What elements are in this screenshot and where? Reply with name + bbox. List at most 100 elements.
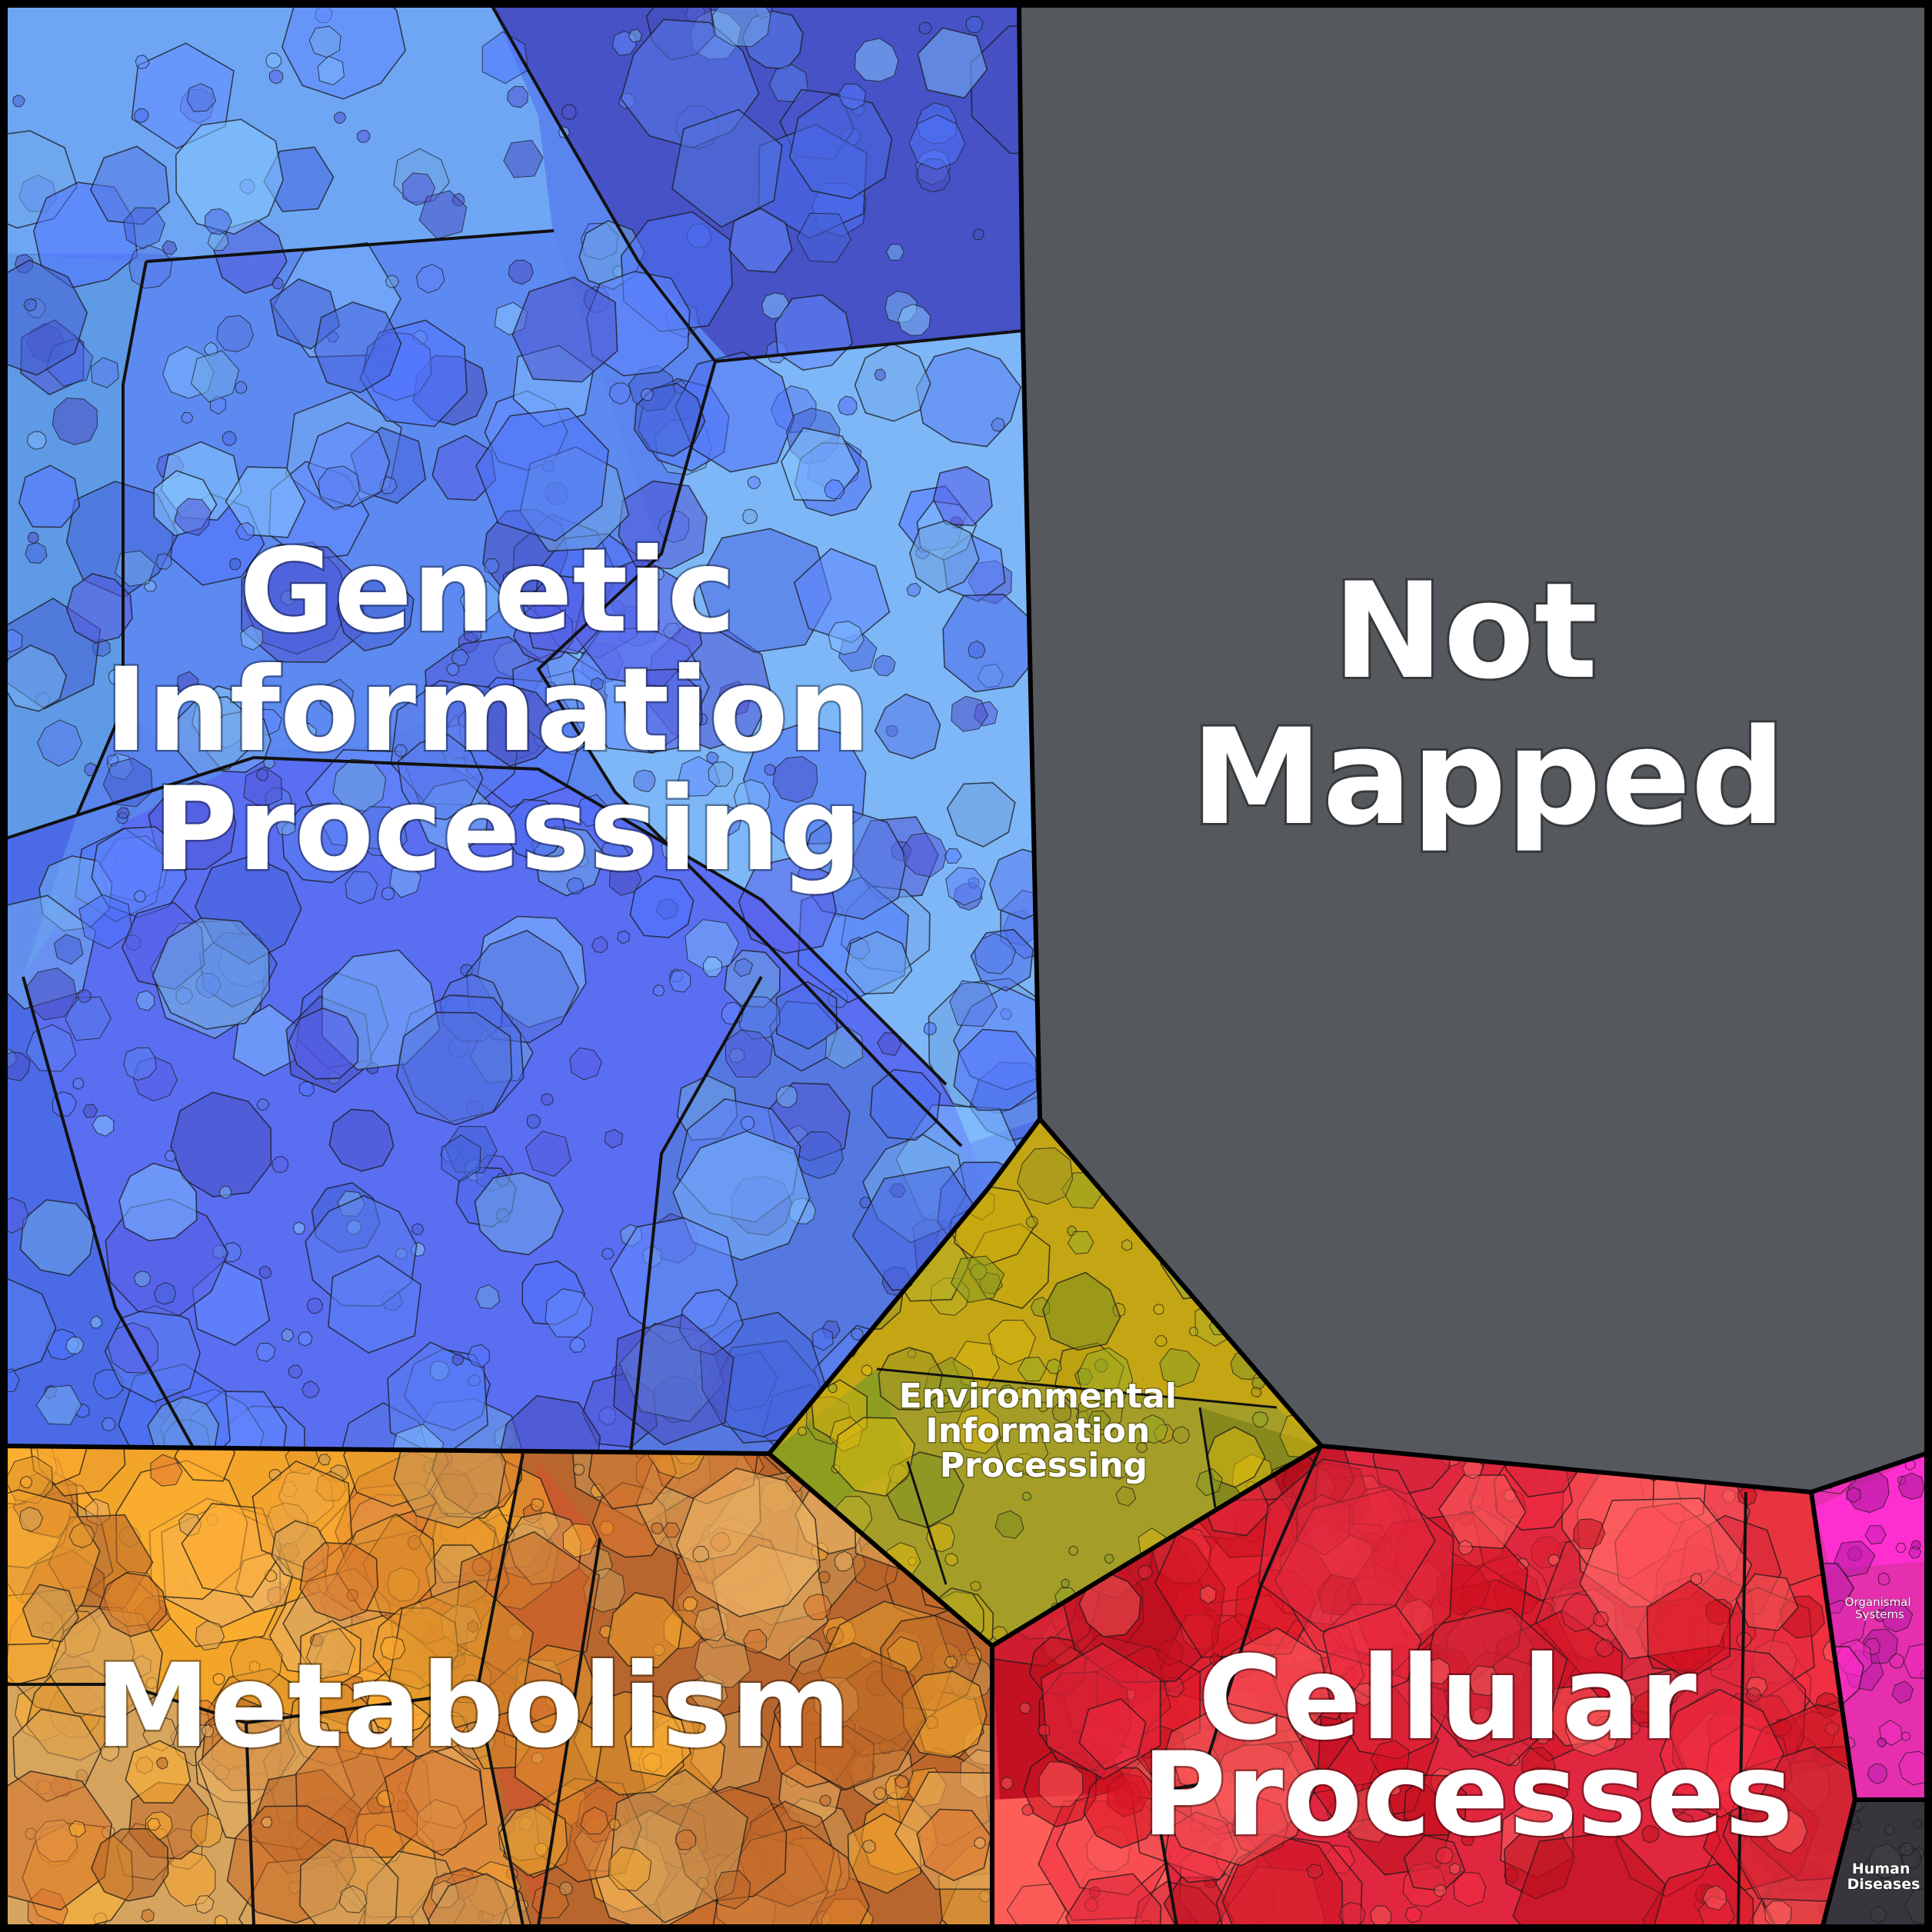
cell-genetic (308, 25, 341, 58)
cell-genetic (77, 989, 92, 1004)
cell-genetic (6, 1278, 57, 1374)
cell-genetic (616, 930, 631, 944)
cell-metabolism (167, 1667, 181, 1681)
cell-genetic (255, 1342, 276, 1362)
cell-genetic (123, 1047, 157, 1081)
cell-genetic (989, 848, 1040, 920)
cell-genetic (506, 85, 529, 108)
cell-genetic (708, 761, 734, 788)
cell-metabolism (608, 1847, 652, 1892)
cell-genetic (128, 244, 173, 289)
cell-genetic (271, 1155, 289, 1174)
cell-genetic (591, 936, 608, 954)
cell-metabolism (514, 1710, 605, 1806)
cell-genetic (671, 108, 783, 228)
cell-genetic (218, 1185, 232, 1199)
region-borders (5, 5, 1927, 1927)
cell-genetic (154, 1281, 177, 1305)
cell-metabolism (608, 1817, 621, 1830)
cell-genetic (451, 648, 470, 667)
cell-genetic (824, 479, 845, 500)
cell-environmental (832, 1417, 916, 1497)
cell-genetic (446, 662, 460, 677)
cell-genetic (968, 640, 986, 659)
cell-metabolism (944, 1655, 958, 1669)
cell-cellular (1453, 1871, 1487, 1907)
cell-genetic (72, 1078, 85, 1090)
cell-genetic (229, 558, 242, 571)
cell-genetic (101, 1417, 116, 1432)
cell-genetic (885, 244, 904, 261)
cell-metabolism (305, 1627, 356, 1680)
cell-genetic (838, 83, 867, 111)
cell-cellular (1766, 1810, 1807, 1854)
cell-genetic (333, 112, 347, 125)
cell-metabolism (588, 1446, 678, 1510)
cell-environmental (1171, 1426, 1191, 1444)
cell-genetic (415, 263, 445, 294)
cell-environmental (1088, 1410, 1111, 1431)
cell-cellular (1351, 1682, 1376, 1707)
cell-genetic (133, 889, 146, 903)
cell-cellular (1624, 1693, 1637, 1705)
cell-metabolism (201, 1724, 215, 1737)
cell-genetic (281, 1328, 295, 1342)
cell-organismal (1880, 1601, 1914, 1633)
cell-environmental (1115, 1485, 1137, 1507)
cell-genetic (917, 27, 988, 99)
cell-metabolism (125, 1740, 192, 1804)
cell-genetic (12, 95, 25, 108)
cell-cellular (1038, 1761, 1084, 1807)
cell-metabolism (773, 1642, 927, 1790)
cell-genetic (901, 832, 948, 878)
cell-cellular (1257, 1458, 1436, 1633)
cell-genetic (772, 756, 818, 803)
cell-genetic (578, 708, 591, 720)
cell-genetic (793, 548, 891, 644)
cell-genetic (155, 553, 172, 570)
cell-cellular (1646, 1580, 1730, 1681)
cell-genetic (652, 984, 665, 997)
cell-genetic (37, 719, 83, 767)
cell-genetic (953, 1028, 1038, 1111)
cell-genetic (397, 734, 484, 821)
cell-environmental (1061, 1578, 1070, 1588)
cell-genetic (634, 382, 706, 457)
cell-genetic (317, 55, 345, 85)
cell-genetic (724, 1029, 773, 1078)
cell-metabolism (90, 1827, 169, 1902)
cell-genetic (19, 1199, 96, 1277)
cell-genetic (869, 1068, 941, 1141)
cell-genetic (258, 1266, 272, 1279)
cell-genetic (181, 411, 194, 425)
cell-genetic (281, 802, 363, 884)
cell-genetic (190, 350, 240, 403)
cell-genetic (175, 696, 252, 775)
cell-genetic (418, 190, 468, 239)
cell-human_diseases (1870, 1907, 1887, 1924)
cell-cellular (1438, 1474, 1527, 1550)
cellular-cells (992, 1446, 1855, 1926)
cell-genetic (828, 621, 864, 655)
cell-environmental (1015, 1386, 1028, 1400)
cell-genetic (207, 230, 229, 251)
cell-genetic (133, 108, 149, 124)
cell-metabolism (894, 1774, 909, 1789)
cell-genetic (318, 465, 360, 509)
cell-genetic (293, 1221, 306, 1234)
cell-genetic (186, 83, 217, 112)
cell-environmental (1042, 1271, 1121, 1351)
cell-genetic (27, 531, 39, 544)
cell-genetic (475, 1284, 501, 1310)
cell-metabolism (18, 1507, 44, 1532)
cell-metabolism (624, 1708, 692, 1777)
cell-metabolism (662, 1522, 681, 1538)
cell-cellular (1659, 1688, 1785, 1818)
cell-genetic (268, 69, 284, 85)
cell-genetic (618, 480, 708, 570)
cell-cellular (1672, 1812, 1695, 1834)
cell-metabolism (682, 1597, 698, 1612)
cell-metabolism (380, 1636, 406, 1661)
cell-genetic (6, 1197, 29, 1234)
